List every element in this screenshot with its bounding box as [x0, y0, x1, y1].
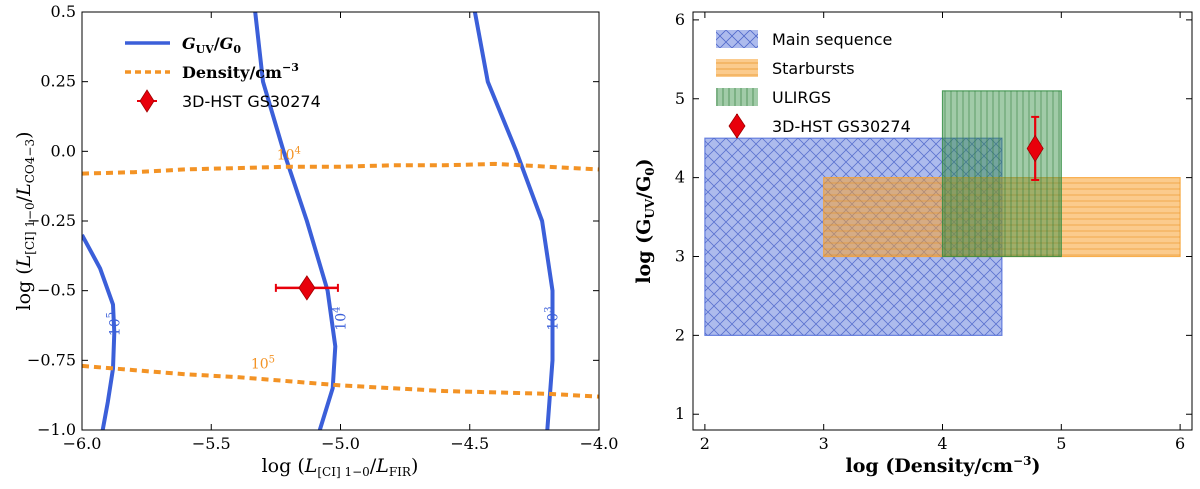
left-ytick-label-3: −0.25: [27, 211, 76, 230]
left-xtick-label-1: −5.5: [192, 434, 231, 453]
legend-density-label: Density/cm−3: [182, 61, 299, 82]
right-legend: Main sequence Starbursts ULIRGS 3D-HST G…: [716, 30, 911, 139]
contour-label-4: 105: [251, 355, 275, 373]
left-ytick-label-6: 0.5: [51, 2, 76, 21]
right-x-axis-label: log (Density/cm−3): [846, 454, 1041, 477]
right-ytick-label-0: 1: [675, 404, 685, 423]
left-ytick-label-1: −0.75: [27, 350, 76, 369]
legend-guv-label: GUV/G0: [182, 34, 241, 56]
left-panel: 105 104 103 104 105 −6.0 −5.5 −5.0 −4.5 −4.0 −1.0…: [13, 2, 618, 479]
region-hatch-2: [942, 90, 1062, 257]
contour-guv-1: [253, 12, 338, 430]
right-xtick-label-2: 4: [937, 434, 947, 453]
legend-ms-label: Main sequence: [772, 30, 892, 49]
left-xtick-label-2: −5.0: [321, 434, 360, 453]
legend-ul-label: ULIRGS: [772, 88, 831, 107]
right-xtick-label-3: 5: [1056, 434, 1066, 453]
legend-sb-label: Starbursts: [772, 59, 855, 78]
left-ytick-label-4: 0.0: [51, 141, 76, 160]
left-ytick-label-5: 0.25: [40, 72, 76, 91]
legend-point-label: 3D-HST GS30274: [182, 92, 321, 111]
right-xtick-label-0: 2: [700, 434, 710, 453]
right-ytick-label-5: 6: [675, 10, 685, 29]
right-ytick-label-4: 5: [675, 89, 685, 108]
left-legend: GUV/G0 Density/cm−3 3D-HST GS30274: [125, 34, 321, 113]
left-ytick-label-2: −0.5: [37, 281, 76, 300]
contour-density-3: [82, 161, 599, 176]
right-y-axis-label: log (GUV/G0): [633, 158, 657, 283]
legend-right-point-label: 3D-HST GS30274: [772, 117, 911, 136]
legend-point-swatch: [137, 89, 157, 113]
right-xtick-label-4: 6: [1175, 434, 1185, 453]
contour-label-2: 103: [544, 306, 562, 330]
contour-guv-2: [472, 12, 555, 430]
right-ytick-label-1: 2: [675, 325, 685, 344]
right-xtick-label-1: 3: [819, 434, 829, 453]
contour-density-4: [82, 363, 599, 399]
left-plot-frame: [81, 11, 600, 431]
contour-label-1: 104: [332, 306, 350, 330]
contour-label-0: 105: [105, 312, 123, 336]
left-xtick-label-0: −6.0: [63, 434, 102, 453]
left-ytick-label-0: −1.0: [37, 420, 76, 439]
contour-guv-0: [82, 233, 117, 430]
right-ytick-label-3: 4: [675, 168, 685, 187]
left-xtick-label-3: −4.5: [450, 434, 489, 453]
contour-label-3: 104: [277, 146, 301, 164]
legend-right-point-swatch: [728, 113, 746, 139]
left-x-axis-label: log (L[CI] 1−0/LFIR): [262, 455, 419, 479]
left-xtick-label-4: −4.0: [580, 434, 619, 453]
left-y-axis-label: log (L[CI] 1−0/LCO4−3): [13, 132, 37, 311]
left-point-marker: [298, 275, 316, 301]
right-point-marker: [1026, 134, 1044, 163]
right-ytick-label-2: 3: [675, 246, 685, 265]
